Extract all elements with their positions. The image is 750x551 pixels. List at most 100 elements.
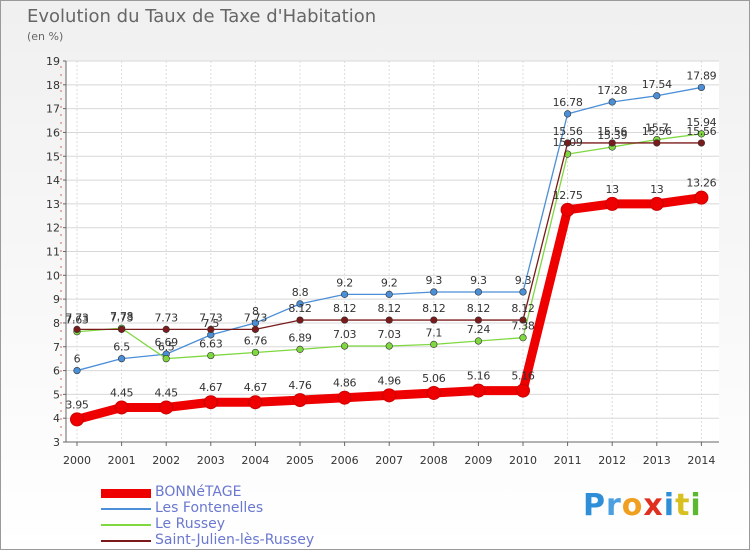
data-point — [341, 290, 349, 298]
data-label: 7.03 — [378, 328, 402, 341]
x-tick-label: 2007 — [375, 454, 403, 467]
data-label: 7.73 — [110, 311, 134, 324]
series-lines — [70, 83, 709, 427]
data-label: 15.39 — [597, 129, 627, 142]
data-label: 4.96 — [378, 374, 402, 387]
data-label: 15.56 — [686, 125, 716, 138]
data-label: 7.1 — [426, 326, 443, 339]
y-tick-label: 19 — [46, 55, 60, 68]
data-label: 4.67 — [244, 381, 268, 394]
data-label: 4.45 — [110, 386, 134, 399]
data-label: 13.26 — [686, 177, 716, 190]
data-label: 4.86 — [333, 377, 357, 390]
chart-subtitle: (en %) — [27, 30, 64, 43]
logo-letter: i — [690, 488, 702, 523]
data-label: 7.38 — [511, 320, 535, 333]
data-label: 7.73 — [244, 311, 268, 324]
legend-swatch — [101, 524, 151, 526]
data-label: 17.28 — [597, 84, 627, 97]
legend-swatch — [101, 540, 151, 542]
data-point — [426, 385, 441, 400]
data-label: 15.7 — [645, 122, 669, 135]
data-label: 15.09 — [553, 136, 583, 149]
data-label: 7.24 — [467, 323, 491, 336]
data-label: 7.63 — [65, 314, 89, 327]
data-point — [296, 345, 304, 353]
logo-letter: t — [675, 488, 691, 523]
y-tick-label: 5 — [53, 388, 60, 401]
data-label: 4.76 — [288, 379, 312, 392]
chart-title: Evolution du Taux de Taxe d'Habitation — [27, 6, 377, 27]
y-tick-label: 18 — [46, 79, 60, 92]
x-tick-label: 2010 — [509, 454, 537, 467]
logo-letter: x — [643, 488, 664, 523]
data-point — [251, 325, 259, 333]
data-point — [430, 340, 438, 348]
y-tick-label: 7 — [53, 341, 60, 354]
x-tick-label: 2013 — [643, 454, 671, 467]
y-tick-label: 15 — [46, 150, 60, 163]
data-point — [337, 390, 352, 405]
data-point — [117, 325, 126, 333]
data-point — [341, 342, 349, 350]
data-label: 13 — [605, 183, 619, 196]
data-point — [73, 366, 81, 375]
logo-letter: i — [663, 488, 676, 523]
data-label: 8.12 — [467, 302, 490, 315]
data-label: 8.8 — [292, 286, 309, 299]
data-label: 8.12 — [422, 302, 445, 315]
data-label: 8.12 — [288, 302, 311, 315]
logo-letter: P — [583, 488, 606, 523]
data-point — [385, 316, 393, 324]
x-tick-label: 2006 — [331, 454, 359, 467]
data-point — [474, 288, 483, 296]
data-point — [203, 395, 218, 410]
y-tick-label: 13 — [46, 198, 60, 211]
x-tick-label: 2011 — [554, 454, 582, 467]
data-label: 9.3 — [515, 274, 532, 287]
y-tick-label: 17 — [46, 103, 60, 116]
data-label: 7.73 — [155, 311, 179, 324]
legend-label: Les Fontenelles — [155, 500, 264, 516]
y-tick-label: 3 — [53, 436, 60, 449]
data-point — [471, 383, 486, 398]
data-label: 4.45 — [155, 386, 179, 399]
data-label: 5.06 — [422, 372, 446, 385]
x-tick-label: 2008 — [420, 454, 448, 467]
data-point — [697, 130, 706, 138]
x-tick-label: 2014 — [687, 454, 715, 467]
data-point — [70, 412, 84, 427]
data-point — [430, 288, 438, 296]
data-label: 15.56 — [553, 125, 583, 138]
data-label: 9.3 — [426, 274, 443, 287]
data-point — [207, 351, 215, 360]
data-point — [653, 92, 661, 100]
legend-label: Le Russey — [155, 516, 226, 532]
x-tick-label: 2004 — [241, 454, 269, 467]
data-label: 6.69 — [155, 336, 179, 349]
data-point — [649, 196, 664, 211]
data-point — [385, 290, 393, 298]
data-point — [605, 196, 620, 211]
y-tick-label: 16 — [46, 126, 60, 139]
data-label: 17.54 — [642, 78, 672, 91]
data-point — [162, 325, 170, 333]
data-point — [697, 83, 706, 92]
data-point — [563, 139, 572, 147]
data-labels: 3.95 4.45 4.45 4.67 4.67 4.76 4.86 4.96 5.06 5.16… — [65, 69, 717, 411]
data-label: 6.76 — [244, 334, 268, 347]
legend-label: BONNéTAGE — [155, 484, 242, 500]
data-point — [430, 316, 438, 324]
data-point — [697, 139, 706, 147]
data-point — [560, 202, 575, 217]
x-tick-label: 2005 — [286, 454, 314, 467]
data-label: 15.56 — [597, 125, 627, 138]
data-label: 5.16 — [511, 370, 535, 383]
y-tick-label: 9 — [53, 293, 60, 306]
axes: 3 4 5 6 7 8 9 10 11 12 13 14 15 16 17 18 19 2000 2001 2002 2… — [46, 55, 719, 467]
data-label: 9.3 — [470, 274, 487, 287]
data-point — [341, 316, 349, 324]
data-point — [608, 98, 616, 106]
data-label: 5.16 — [467, 370, 491, 383]
